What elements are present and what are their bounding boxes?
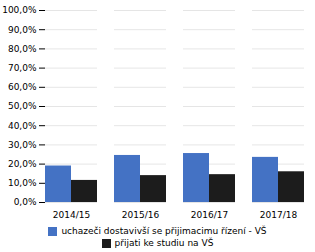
svg-text:2017/18: 2017/18 (260, 210, 298, 220)
svg-text:100,0%: 100,0% (2, 5, 37, 15)
svg-text:30,0%: 30,0% (8, 140, 37, 150)
svg-text:10,0%: 10,0% (8, 178, 37, 188)
html-text:uchazeči dostavivší se přijima: uchazeči dostavivší se přijimacimu řízen… (61, 226, 267, 236)
svg-text:60,0%: 60,0% (8, 82, 37, 92)
svg-text:2014/15: 2014/15 (53, 210, 90, 220)
svg-text:0,0%: 0,0% (14, 197, 37, 207)
svg-text:40,0%: 40,0% (8, 121, 37, 131)
svg-text:90,0%: 90,0% (8, 25, 37, 35)
svg-text:70,0%: 70,0% (8, 63, 37, 73)
svg-text:2016/17: 2016/17 (191, 210, 228, 220)
svg-text:50,0%: 50,0% (8, 101, 37, 111)
svg-text:80,0%: 80,0% (8, 44, 37, 54)
html-text:přijati ke studiu na VŠ: přijati ke studiu na VŠ (114, 238, 214, 248)
svg-text:20,0%: 20,0% (8, 159, 37, 169)
svg-text:2015/16: 2015/16 (122, 210, 160, 220)
